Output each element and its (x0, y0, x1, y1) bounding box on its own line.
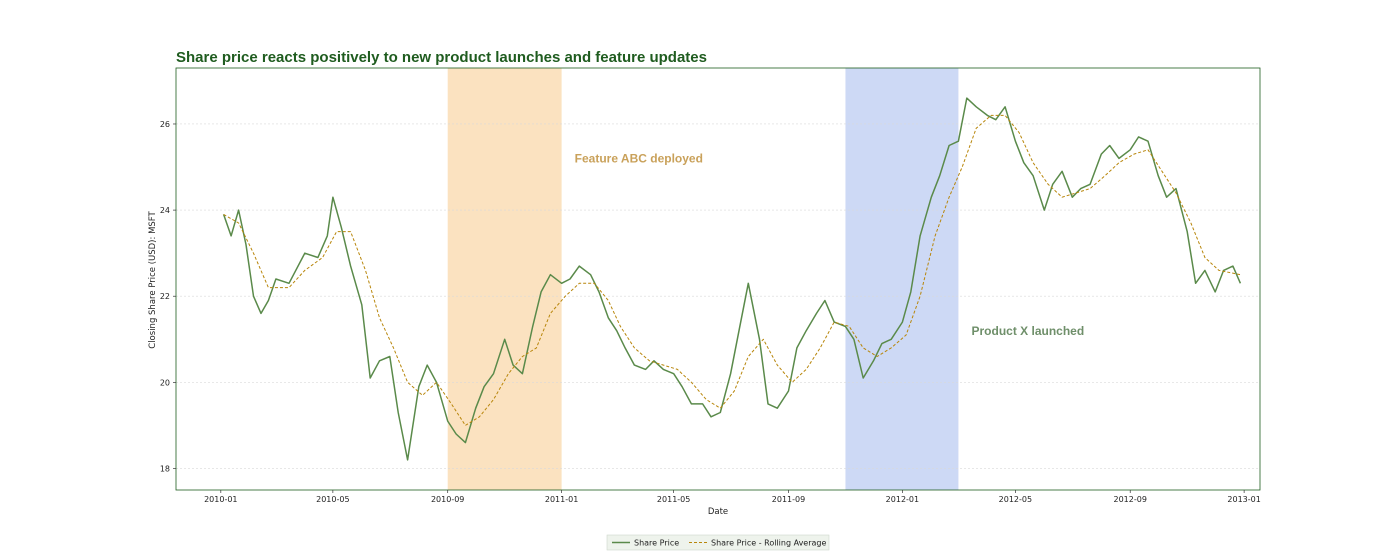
annotation-feature-abc-deployed: Feature ABC deployed (575, 152, 703, 166)
x-tick-label-2013-01: 2013-01 (1227, 495, 1260, 504)
x-tick-label-2010-01: 2010-01 (204, 495, 237, 504)
series-lines (222, 97, 1242, 461)
x-tick-label-2011-09: 2011-09 (772, 495, 805, 504)
x-tick-label-2010-09: 2010-09 (431, 495, 464, 504)
series-line-share-price-rolling-average (223, 114, 1241, 426)
shaded-region-feature-abc-deployed (447, 68, 562, 490)
y-gridlines (176, 123, 1260, 469)
legend-label-share-price: Share Price (634, 539, 679, 548)
x-axis-label: Date (708, 507, 728, 517)
x-tick-label-2012-09: 2012-09 (1114, 495, 1147, 504)
shaded-region-product-x-launched (845, 68, 959, 490)
x-tick-label-2011-05: 2011-05 (657, 495, 690, 504)
x-axis-ticks: 2010-01 2010-05 2010-09 2011-01 2011-05 2011-… (204, 490, 1261, 504)
x-tick-label-2011-01: 2011-01 (545, 495, 578, 504)
y-axis-label: Closing Share Price (USD): MSFT (148, 210, 158, 348)
y-tick-label-22: 22 (160, 292, 170, 301)
shaded-regions (447, 68, 959, 490)
x-tick-label-2012-05: 2012-05 (999, 495, 1032, 504)
plot-area-frame (175, 67, 1261, 491)
legend: Share Price Share Price - Rolling Averag… (606, 534, 830, 551)
legend-box (606, 534, 830, 551)
legend-label-rolling-average: Share Price - Rolling Average (711, 539, 827, 548)
y-tick-label-26: 26 (160, 120, 170, 129)
y-tick-label-24: 24 (160, 206, 170, 215)
annotation-product-x-launched: Product X launched (971, 324, 1084, 338)
series-line-share-price (222, 97, 1242, 461)
x-tick-label-2010-05: 2010-05 (316, 495, 349, 504)
chart-title: Share price reacts positively to new pro… (176, 49, 707, 66)
x-tick-label-2012-01: 2012-01 (886, 495, 919, 504)
annotations: Feature ABC deployed Product X launched (575, 152, 1085, 338)
y-axis-ticks: 18 20 22 24 26 (160, 120, 176, 473)
y-tick-label-20: 20 (160, 378, 170, 387)
y-tick-label-18: 18 (160, 464, 170, 473)
